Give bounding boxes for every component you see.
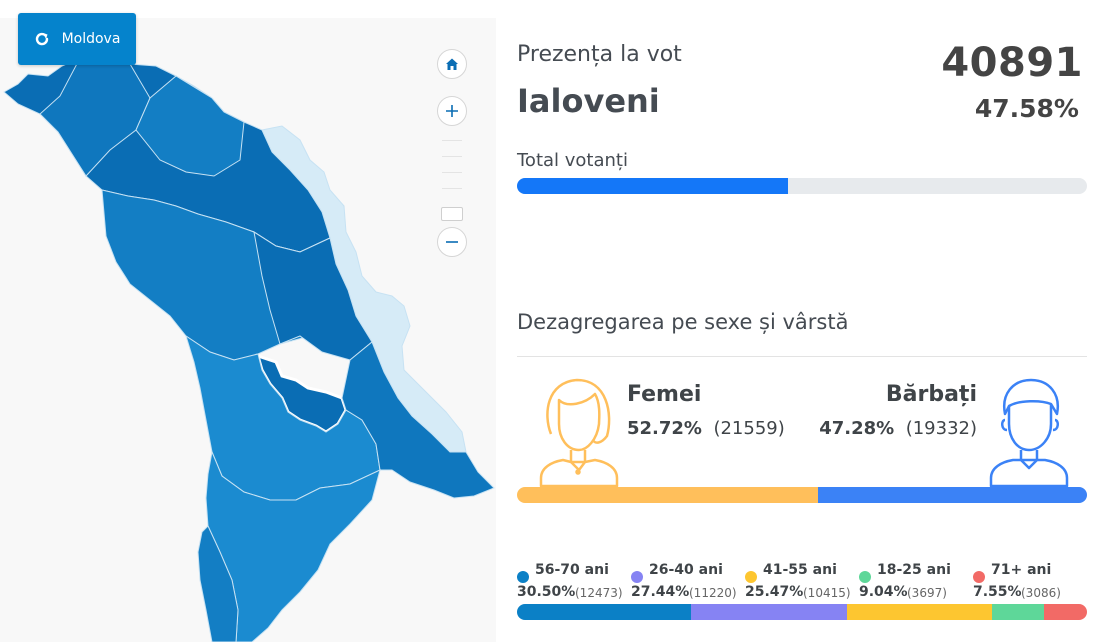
age-group-percent: 25.47%: [745, 584, 804, 600]
age-legend-dot: [517, 571, 529, 583]
age-group-name: 56-70 ani: [535, 562, 609, 578]
region-south-east[interactable]: [341, 341, 495, 499]
age-bar-segment: [690, 604, 848, 620]
panel-subtitle: Prezența la vot: [517, 42, 682, 67]
age-bar-segment: [847, 604, 993, 620]
turnout-progress-fill: [517, 178, 789, 194]
zoom-tick: [442, 140, 462, 141]
home-icon: [446, 58, 458, 70]
men-count: (19332): [905, 418, 977, 439]
age-legend: 56-70 ani 30.50% (12473) 26-40 ani 27.44% (11…: [517, 562, 1087, 602]
region-balti[interactable]: [135, 75, 245, 177]
age-group-name: 26-40 ani: [649, 562, 723, 578]
plus-icon: [446, 105, 458, 117]
age-group-percent: 27.44%: [631, 584, 690, 600]
region-name: Ialoveni: [517, 82, 660, 120]
zoom-slider-handle[interactable]: [441, 207, 463, 221]
age-group-percent: 9.04%: [859, 584, 908, 600]
women-percent: 52.72%: [627, 418, 702, 439]
zoom-tick: [442, 172, 462, 173]
age-legend-dot: [859, 571, 871, 583]
men-percent: 47.28%: [819, 418, 895, 439]
men-bar-segment: [817, 487, 1087, 503]
age-group-count: (3697): [907, 586, 947, 600]
age-group-count: (12473): [575, 586, 623, 600]
reload-icon: [35, 32, 48, 46]
moldova-map[interactable]: [0, 0, 500, 642]
total-voters-label: Total votanți: [517, 150, 628, 171]
man-avatar-icon: [989, 378, 1069, 488]
age-group-name: 18-25 ani: [877, 562, 951, 578]
home-button[interactable]: [437, 49, 467, 79]
age-bar-segment: [1043, 604, 1087, 620]
age-group-name: 71+ ani: [991, 562, 1052, 578]
age-split-bar: [517, 604, 1087, 620]
woman-avatar-icon: [539, 378, 619, 488]
map-area[interactable]: Moldova: [0, 0, 500, 642]
men-value: 47.28% (19332): [819, 418, 977, 439]
zoom-tick: [442, 188, 462, 189]
zoom-tick: [442, 156, 462, 157]
section-divider: [517, 356, 1087, 357]
age-legend-dot: [631, 571, 643, 583]
women-value: 52.72% (21559): [627, 418, 785, 439]
age-legend-dot: [745, 571, 757, 583]
age-group-count: (11220): [689, 586, 737, 600]
age-legend-dot: [973, 571, 985, 583]
total-count: 40891: [941, 40, 1083, 86]
info-panel: Prezența la vot Ialoveni 40891 47.58% To…: [517, 0, 1087, 642]
women-label: Femei: [627, 382, 702, 407]
age-group-count: (10415): [803, 586, 851, 600]
zoom-out-button[interactable]: [437, 227, 467, 257]
women-bar-segment: [517, 487, 818, 503]
zoom-in-button[interactable]: [437, 96, 467, 126]
gender-split-bar: [517, 487, 1087, 503]
reset-button-label: Moldova: [61, 31, 121, 47]
age-group-percent: 30.50%: [517, 584, 576, 600]
turnout-progress-bar: [517, 178, 1087, 194]
men-label: Bărbați: [885, 382, 977, 407]
age-bar-segment: [517, 604, 691, 620]
age-group-count: (3086): [1021, 586, 1061, 600]
reset-moldova-button[interactable]: Moldova: [18, 13, 136, 65]
region-south-west[interactable]: [197, 525, 239, 642]
age-group-name: 41-55 ani: [763, 562, 837, 578]
age-group-percent: 7.55%: [973, 584, 1022, 600]
minus-icon: [446, 241, 458, 243]
women-count: (21559): [713, 418, 785, 439]
age-bar-segment: [992, 604, 1044, 620]
section-title: Dezagregarea pe sexe și vârstă: [517, 310, 849, 334]
total-percent: 47.58%: [974, 94, 1079, 123]
